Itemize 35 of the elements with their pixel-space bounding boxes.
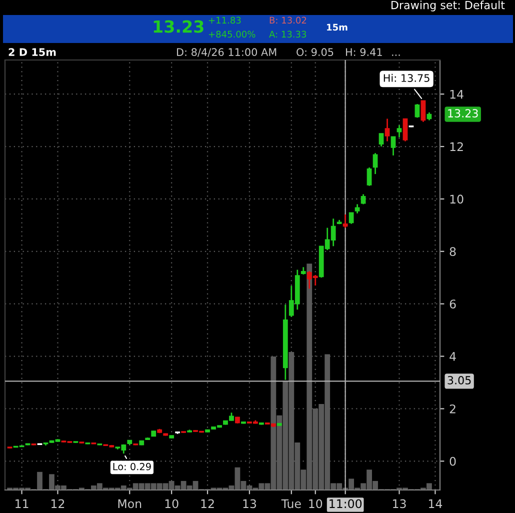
- annotation: Lo: 0.29: [113, 462, 151, 470]
- text: B: 13.02: [270, 16, 306, 24]
- ref-line-label: 3.05: [448, 376, 471, 384]
- x-tick-label: 12: [52, 499, 64, 508]
- x-tick-label: 12: [201, 499, 214, 508]
- text: Drawing set: Default: [392, 0, 505, 12]
- y-tick-label: 2: [450, 404, 456, 414]
- y-tick-label: 4: [450, 352, 456, 361]
- x-tick-label: 13: [243, 499, 256, 508]
- x-tick-label: 10: [309, 499, 322, 508]
- x-tick-label: Tue: [281, 499, 301, 508]
- y-tick-label: 14: [450, 90, 464, 99]
- text: O: 9.05: [296, 48, 334, 56]
- text: A: 13.33: [269, 30, 306, 38]
- annotation: Hi: 13.75: [384, 74, 430, 82]
- text: +845.00%: [208, 30, 256, 38]
- text: 15m: [327, 24, 348, 31]
- y-tick-label: 8: [450, 247, 456, 256]
- y-tick-label: 6: [450, 300, 456, 308]
- text: 13.23: [448, 109, 478, 118]
- x-tick-label: 11: [16, 499, 28, 508]
- y-tick-label: 10: [450, 194, 464, 204]
- x-tick-label: 13: [393, 499, 406, 508]
- text: +11.83: [208, 16, 241, 24]
- y-tick-label: 12: [450, 142, 463, 152]
- text: D: 8/4/26 11:00 AM: [177, 48, 276, 57]
- text: H: 9.41: [346, 48, 382, 56]
- x-tick-label: 11:00: [330, 499, 362, 508]
- text: 13.23: [154, 20, 204, 33]
- y-tick-label: 0: [450, 456, 456, 466]
- chart-title: 2 D 15m: [8, 48, 56, 56]
- x-tick-label: 14: [428, 499, 442, 508]
- text: ...: [392, 54, 400, 56]
- x-tick-label: Mon: [118, 499, 142, 508]
- x-tick-label: 10: [165, 499, 178, 508]
